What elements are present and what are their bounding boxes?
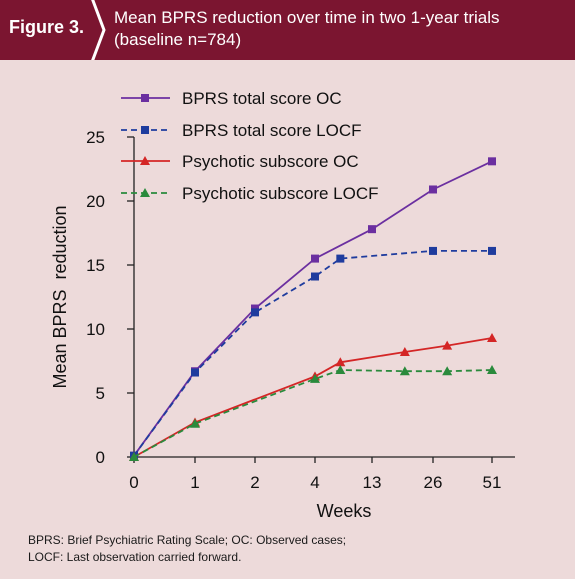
y-tick-label: 15 <box>86 256 105 275</box>
footnote-line1: BPRS: Brief Psychiatric Rating Scale; OC… <box>28 533 347 547</box>
data-point <box>129 452 139 461</box>
y-tick-label: 0 <box>96 448 105 467</box>
legend-label: Psychotic subscore LOCF <box>182 184 379 203</box>
data-point <box>487 332 497 342</box>
series-line-1 <box>133 160 493 457</box>
x-tick-label: 0 <box>129 473 138 492</box>
x-tick-label: 51 <box>483 473 502 492</box>
footnote-line2: LOCF: Last observation carried forward. <box>28 550 242 564</box>
data-point <box>191 368 199 377</box>
legend-label: BPRS total score LOCF <box>182 121 362 140</box>
data-point <box>488 246 496 255</box>
series-line-2 <box>133 250 492 457</box>
x-tick-label: 26 <box>424 473 443 492</box>
y-tick-label: 5 <box>96 384 105 403</box>
y-tick-label: 10 <box>86 320 105 339</box>
legend-marker <box>141 94 149 102</box>
figure-title: Mean BPRS reduction over time in two 1-y… <box>114 7 500 51</box>
legend-label: Psychotic subscore OC <box>182 152 359 171</box>
series-line-3 <box>133 337 493 458</box>
data-point <box>442 366 453 376</box>
legend-marker <box>141 126 149 134</box>
y-axis-label: Mean BPRS reduction <box>50 205 70 388</box>
data-point <box>429 185 437 194</box>
data-point <box>251 308 259 317</box>
data-point <box>487 364 497 374</box>
data-point <box>310 373 320 383</box>
data-point <box>488 157 496 166</box>
legend-marker <box>140 188 150 197</box>
legend-marker <box>140 156 150 165</box>
data-point <box>442 340 453 350</box>
data-point <box>336 254 345 263</box>
figure-title-line2: (baseline n=784) <box>114 30 242 49</box>
data-point <box>335 357 346 367</box>
figure-label: Figure 3. <box>9 17 85 37</box>
data-point <box>399 366 410 376</box>
data-point <box>368 225 376 234</box>
chevron-right-icon <box>91 0 106 60</box>
y-tick-label: 25 <box>86 128 105 147</box>
legend-label: BPRS total score OC <box>182 89 342 108</box>
data-point <box>429 246 437 255</box>
figure-header: Figure 3. Mean BPRS reduction over time … <box>0 0 575 60</box>
figure-title-line1: Mean BPRS reduction over time in two 1-y… <box>114 8 500 27</box>
x-tick-label: 4 <box>310 473 319 492</box>
y-tick-label: 20 <box>86 192 105 211</box>
data-point <box>311 254 319 263</box>
data-point <box>311 272 319 281</box>
data-point <box>399 347 410 357</box>
footnote: BPRS: Brief Psychiatric Rating Scale; OC… <box>28 532 346 566</box>
data-point <box>335 364 346 374</box>
x-tick-label: 2 <box>250 473 259 492</box>
x-tick-label: 13 <box>363 473 382 492</box>
x-axis-label: Weeks <box>317 501 372 521</box>
data-point <box>190 418 200 428</box>
x-tick-label: 1 <box>190 473 199 492</box>
line-chart: 0 5 10 15 20 25 0 1 2 4 13 26 51 Weeks Mean BPRS reduc… <box>50 89 515 521</box>
